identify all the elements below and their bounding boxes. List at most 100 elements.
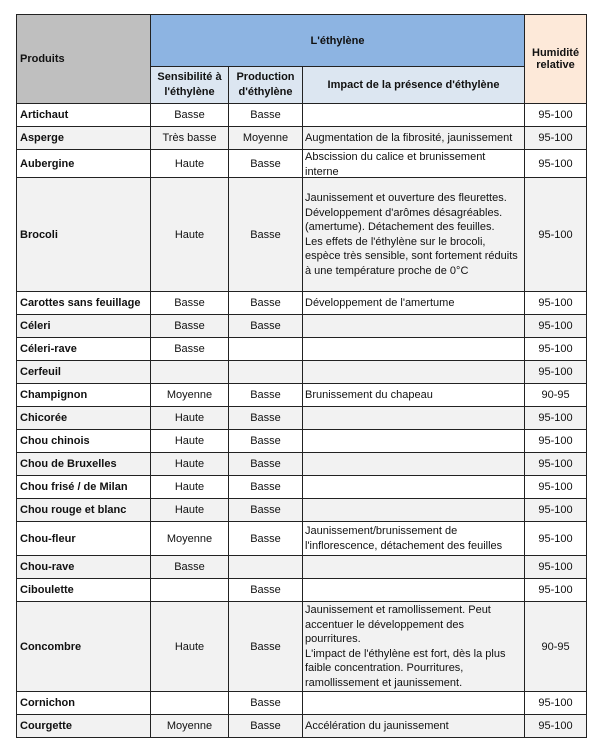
table-row: Chou chinois Haute Basse 95-100 bbox=[16, 429, 588, 453]
humidite-cell: 95-100 bbox=[524, 555, 588, 579]
product-cell: Ciboulette bbox=[16, 578, 151, 602]
impact-cell-text: Abscission du calice et brunissement int… bbox=[305, 151, 486, 177]
production-cell: Basse bbox=[228, 714, 303, 738]
impact-cell-text: Augmentation de la fibrosité, jaunisseme… bbox=[305, 131, 513, 144]
impact-cell: Abscission du calice et brunissement int… bbox=[301, 149, 526, 178]
production-cell: Basse bbox=[228, 314, 303, 338]
production-cell bbox=[228, 360, 303, 384]
sensibilite-cell-text: Haute bbox=[174, 157, 205, 170]
production-cell: Basse bbox=[228, 406, 303, 430]
production-cell: Basse bbox=[228, 149, 303, 178]
impact-cell: Jaunissement/brunissement de l'infloresc… bbox=[301, 521, 526, 556]
humidite-cell: 95-100 bbox=[524, 521, 588, 556]
humidite-cell: 95-100 bbox=[524, 103, 588, 127]
sensibilite-cell-text: Moyenne bbox=[166, 389, 213, 401]
sensibilite-cell-text: Basse bbox=[174, 561, 205, 573]
ethylene-table: Produits L'éthylène Humidité relative Se… bbox=[16, 14, 588, 738]
sensibilite-cell: Très basse bbox=[150, 126, 229, 150]
sensibilite-cell: Haute bbox=[150, 601, 229, 692]
production-cell-text: Basse bbox=[250, 532, 281, 545]
sensibilite-cell-text: Basse bbox=[174, 320, 205, 332]
product-cell-text: Asperge bbox=[20, 132, 65, 144]
sensibilite-cell-text: Haute bbox=[174, 435, 205, 447]
production-cell: Basse bbox=[228, 103, 303, 127]
sensibilite-cell-text: Haute bbox=[174, 458, 205, 470]
impact-cell bbox=[301, 103, 526, 127]
production-cell-text: Basse bbox=[250, 228, 281, 241]
impact-cell: Jaunissement et ramollissement. Peut acc… bbox=[301, 601, 526, 692]
product-cell: Céleri-rave bbox=[16, 337, 151, 361]
production-cell: Basse bbox=[228, 521, 303, 556]
impact-cell: Développement de l'amertume bbox=[301, 291, 526, 315]
humidite-cell: 95-100 bbox=[524, 714, 588, 738]
sensibilite-cell: Moyenne bbox=[150, 383, 229, 407]
table-row: Chicorée Haute Basse 95-100 bbox=[16, 406, 588, 430]
product-cell: Courgette bbox=[16, 714, 151, 738]
sensibilite-cell: Haute bbox=[150, 149, 229, 178]
product-cell-text: Cornichon bbox=[20, 697, 75, 709]
sensibilite-cell: Haute bbox=[150, 406, 229, 430]
table-row: Asperge Très basse Moyenne Augmentation de … bbox=[16, 126, 588, 150]
header-produits: Produits bbox=[16, 14, 151, 104]
impact-cell-text: Accélération du jaunissement bbox=[305, 719, 449, 732]
impact-cell-text: Jaunissement et ouverture des fleurettes… bbox=[305, 192, 518, 277]
humidite-cell-text: 95-100 bbox=[538, 584, 573, 596]
production-cell-text: Basse bbox=[250, 504, 281, 516]
table-body: Artichaut Basse Basse 95-100 Asperge Très bas… bbox=[16, 103, 588, 738]
humidite-cell: 95-100 bbox=[524, 177, 588, 292]
humidite-cell: 95-100 bbox=[524, 406, 588, 430]
sensibilite-cell bbox=[150, 691, 229, 715]
production-cell: Basse bbox=[228, 475, 303, 499]
sensibilite-cell: Basse bbox=[150, 103, 229, 127]
sensibilite-cell: Haute bbox=[150, 452, 229, 476]
impact-cell bbox=[301, 314, 526, 338]
product-cell: Chou-rave bbox=[16, 555, 151, 579]
header-ethylene: L'éthylène bbox=[149, 14, 526, 67]
table-row: Chou frisé / de Milan Haute Basse 95-100 bbox=[16, 475, 588, 499]
production-cell-text: Moyenne bbox=[242, 132, 289, 144]
production-cell-text: Basse bbox=[250, 412, 281, 424]
header-sensibilite: Sensibilité à l'éthylène bbox=[150, 66, 229, 104]
impact-cell bbox=[301, 578, 526, 602]
production-cell bbox=[228, 337, 303, 361]
table-row: Chou-fleur Moyenne Basse Jaunissement/bruni… bbox=[16, 521, 588, 556]
header-humidite: Humidité relative bbox=[524, 14, 588, 104]
production-cell-text: Basse bbox=[250, 458, 281, 470]
production-cell-text: Basse bbox=[250, 435, 281, 447]
humidite-cell-text: 95-100 bbox=[538, 366, 573, 378]
product-cell-text: Chou rouge et blanc bbox=[20, 504, 127, 516]
sensibilite-cell: Moyenne bbox=[150, 521, 229, 556]
product-cell-text: Chou frisé / de Milan bbox=[20, 481, 128, 493]
product-cell: Chou frisé / de Milan bbox=[16, 475, 151, 499]
production-cell: Basse bbox=[228, 601, 303, 692]
impact-cell: Augmentation de la fibrosité, jaunisseme… bbox=[301, 126, 526, 150]
production-cell: Basse bbox=[228, 578, 303, 602]
table-row: Courgette Moyenne Basse Accélération du jau… bbox=[16, 714, 588, 738]
humidite-cell-text: 95-100 bbox=[538, 109, 573, 121]
sensibilite-cell: Haute bbox=[150, 429, 229, 453]
production-cell: Basse bbox=[228, 691, 303, 715]
sensibilite-cell-text: Haute bbox=[174, 640, 205, 653]
product-cell-text: Concombre bbox=[20, 640, 82, 653]
sensibilite-cell: Haute bbox=[150, 475, 229, 499]
humidite-cell-text: 95-100 bbox=[538, 132, 573, 144]
table-row: Cerfeuil 95-100 bbox=[16, 360, 588, 384]
product-cell: Chou de Bruxelles bbox=[16, 452, 151, 476]
header-impact: Impact de la présence d'éthylène bbox=[301, 66, 526, 104]
impact-cell-text: Développement de l'amertume bbox=[305, 296, 455, 309]
production-cell-text: Basse bbox=[250, 697, 281, 709]
product-cell-text: Cerfeuil bbox=[20, 366, 61, 378]
product-cell: Aubergine bbox=[16, 149, 151, 178]
humidite-cell-text: 95-100 bbox=[538, 157, 573, 170]
humidite-cell-text: 95-100 bbox=[538, 561, 573, 573]
table-row: Chou-rave Basse 95-100 bbox=[16, 555, 588, 579]
impact-cell-text: Brunissement du chapeau bbox=[305, 388, 433, 401]
humidite-cell-text: 95-100 bbox=[538, 504, 573, 516]
product-cell: Cornichon bbox=[16, 691, 151, 715]
sensibilite-cell: Moyenne bbox=[150, 714, 229, 738]
product-cell: Asperge bbox=[16, 126, 151, 150]
humidite-cell: 95-100 bbox=[524, 429, 588, 453]
sensibilite-cell: Basse bbox=[150, 314, 229, 338]
sensibilite-cell: Basse bbox=[150, 555, 229, 579]
production-cell-text: Basse bbox=[250, 320, 281, 332]
